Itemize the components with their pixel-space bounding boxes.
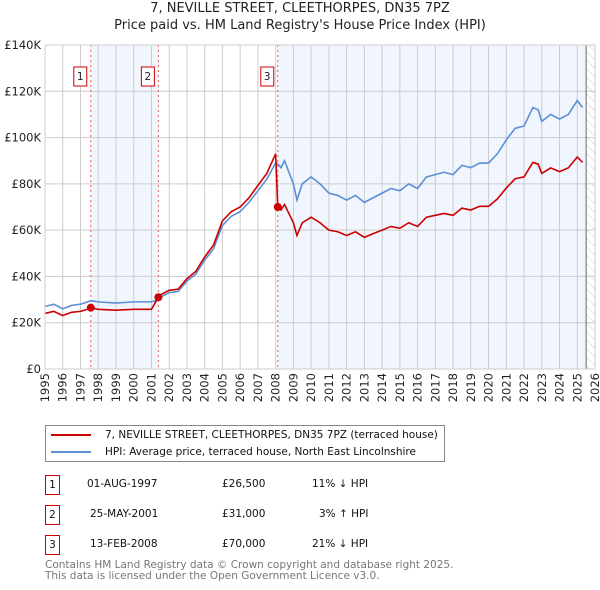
x-tick-label: 2003 xyxy=(180,373,194,402)
sale-point xyxy=(154,293,163,302)
x-tick-label: 2017 xyxy=(428,373,442,402)
sale-row: 1 01-AUG-1997 £26,500 11% ↓ HPI xyxy=(45,475,445,495)
x-tick-label: 1999 xyxy=(109,373,123,402)
price-chart: £0 £20K £40K £60K £80K £100K £120K £140K 1995 199… xyxy=(4,38,600,402)
y-tick-label: £20K xyxy=(12,316,42,330)
y-tick-label: £80K xyxy=(12,177,42,191)
shaded-period xyxy=(277,45,587,369)
sale-date: 13-FEB-2008 xyxy=(90,538,158,550)
y-tick-label: £140K xyxy=(4,38,41,52)
sale-marker-badge: 2 xyxy=(45,505,60,525)
x-tick-label: 2021 xyxy=(499,373,513,402)
x-tick-label: 2019 xyxy=(464,373,478,402)
x-tick-label: 1997 xyxy=(73,373,87,402)
sale-hpi-diff: 11% ↓ HPI xyxy=(312,478,369,490)
sale-hpi-diff: 3% ↑ HPI xyxy=(319,508,369,520)
y-tick-label: £40K xyxy=(12,269,42,283)
plot-border xyxy=(44,44,596,370)
sale-marker-badge: 1 xyxy=(45,475,60,495)
sale-marker-label: 1 xyxy=(77,71,84,83)
x-tick-label: 1995 xyxy=(38,373,52,402)
y-tick-label: £0 xyxy=(26,362,41,376)
x-tick-label: 2024 xyxy=(553,373,567,402)
x-tick-label: 1998 xyxy=(91,373,105,402)
x-tick-label: 2006 xyxy=(233,373,247,402)
footer-licence: This data is licensed under the Open Gov… xyxy=(45,570,380,582)
legend-label: 7, NEVILLE STREET, CLEETHORPES, DN35 7PZ… xyxy=(105,429,438,441)
sale-date: 25-MAY-2001 xyxy=(90,508,159,520)
x-tick-label: 2004 xyxy=(198,373,212,402)
x-tick-label: 2007 xyxy=(251,373,265,402)
future-hatch xyxy=(586,45,595,369)
x-tick-label: 2001 xyxy=(144,373,158,402)
legend-swatch-hpi xyxy=(51,451,91,453)
sale-hpi-diff: 21% ↓ HPI xyxy=(312,538,369,550)
x-tick-label: 2002 xyxy=(162,373,176,402)
x-tick-label: 2015 xyxy=(393,373,407,402)
x-tick-label: 2014 xyxy=(375,373,389,402)
legend-label: HPI: Average price, terraced house, Nort… xyxy=(105,446,416,458)
x-tick-label: 2010 xyxy=(304,373,318,402)
legend: 7, NEVILLE STREET, CLEETHORPES, DN35 7PZ… xyxy=(45,425,445,462)
x-tick-label: 2025 xyxy=(570,373,584,402)
sale-point xyxy=(86,303,95,312)
legend-item-hpi: HPI: Average price, terraced house, Nort… xyxy=(46,444,416,460)
x-tick-label: 2012 xyxy=(340,373,354,402)
legend-swatch-property xyxy=(51,434,91,436)
sale-row: 3 13-FEB-2008 £70,000 21% ↓ HPI xyxy=(45,535,445,555)
shaded-period xyxy=(90,45,159,369)
sale-marker-box xyxy=(73,66,88,87)
x-tick-label: 2008 xyxy=(269,373,283,402)
x-tick-label: 2016 xyxy=(411,373,425,402)
legend-item-property: 7, NEVILLE STREET, CLEETHORPES, DN35 7PZ… xyxy=(46,427,438,443)
y-tick-label: £120K xyxy=(4,84,41,98)
sale-marker-label: 2 xyxy=(145,71,152,83)
chart-title: 7, NEVILLE STREET, CLEETHORPES, DN35 7PZ xyxy=(150,1,450,16)
x-tick-label: 2011 xyxy=(322,373,336,402)
sale-marker-badge: 3 xyxy=(45,535,60,555)
sale-point xyxy=(273,203,282,211)
x-tick-label: 2018 xyxy=(446,373,460,402)
x-tick-label: 1996 xyxy=(56,373,70,402)
x-tick-label: 2026 xyxy=(588,373,600,402)
x-tick-label: 2023 xyxy=(535,373,549,402)
chart-subtitle: Price paid vs. HM Land Registry's House … xyxy=(114,18,486,33)
sale-price: £70,000 xyxy=(222,538,266,550)
y-tick-label: £100K xyxy=(4,131,41,145)
sale-date: 01-AUG-1997 xyxy=(87,478,158,490)
footer-copyright: Contains HM Land Registry data © Crown c… xyxy=(45,559,454,571)
x-tick-label: 2020 xyxy=(482,373,496,402)
sale-price: £26,500 xyxy=(222,478,266,490)
x-tick-label: 2009 xyxy=(286,373,300,402)
sale-row: 2 25-MAY-2001 £31,000 3% ↑ HPI xyxy=(45,505,445,525)
sale-marker-box xyxy=(260,66,275,87)
sale-marker-box xyxy=(140,66,155,87)
sale-marker-label: 3 xyxy=(264,71,271,83)
sale-price: £31,000 xyxy=(222,508,266,520)
y-tick-label: £60K xyxy=(12,223,42,237)
x-tick-label: 2013 xyxy=(357,373,371,402)
x-tick-label: 2022 xyxy=(517,373,531,402)
x-tick-label: 2005 xyxy=(215,373,229,402)
x-tick-label: 2000 xyxy=(127,373,141,402)
